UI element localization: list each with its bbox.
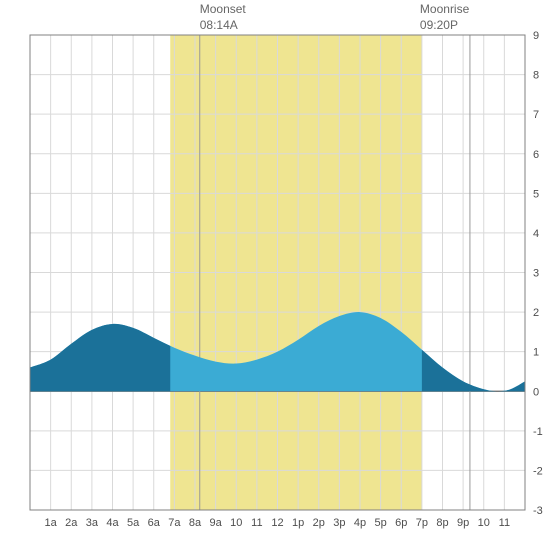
chart-svg: 1a2a3a4a5a6a7a8a9a1011121p2p3p4p5p6p7p8p… [0, 0, 550, 550]
moonrise-label: Moonrise 09:20P [420, 2, 469, 33]
x-axis-labels: 1a 2a 3a 4a 5a 6a 7a 8a 9a 10 11 12 1p 2p 3p 4p 5p 6p 7p 8p… [45, 517, 511, 529]
y-tick-label: 7 [533, 109, 539, 121]
y-tick-label: 8 [533, 70, 539, 82]
y-tick-label: 2 [533, 307, 539, 319]
x-tick-label: 8a [189, 517, 202, 529]
moonset-label: Moonset 08:14A [200, 2, 246, 33]
y-tick-label: 4 [533, 228, 539, 240]
x-tick-label: 5a [127, 517, 140, 529]
x-tick-label: 4p [354, 517, 366, 529]
x-tick-label: 1p [292, 517, 304, 529]
x-tick-label: 5p [375, 517, 387, 529]
moonrise-time: 09:20P [420, 18, 469, 34]
x-tick-label: 2p [313, 517, 325, 529]
moonset-time: 08:14A [200, 18, 246, 34]
y-tick-label: 3 [533, 268, 539, 280]
x-tick-label: 2a [65, 517, 78, 529]
x-tick-label: 4a [106, 517, 119, 529]
tide-chart: Moonset 08:14A Moonrise 09:20P 1a 2a 3a 4a 5… [0, 0, 550, 550]
x-tick-label: 6a [148, 517, 161, 529]
y-tick-label: 9 [533, 30, 539, 42]
x-tick-label: 12 [271, 517, 283, 529]
x-tick-label: 8p [436, 517, 448, 529]
x-tick-label: 6p [395, 517, 407, 529]
y-tick-label: -3 [533, 505, 543, 517]
x-tick-label: 7a [168, 517, 181, 529]
y-tick-label: 1 [533, 347, 539, 359]
x-tick-label: 3p [333, 517, 345, 529]
x-tick-label: 3a [86, 517, 99, 529]
x-tick-label: 11 [499, 517, 510, 529]
moonset-title: Moonset [200, 2, 246, 18]
y-tick-label: 5 [533, 188, 539, 200]
moonrise-title: Moonrise [420, 2, 469, 18]
x-tick-label: 9p [457, 517, 469, 529]
x-tick-label: 1a [45, 517, 58, 529]
y-tick-label: -1 [533, 426, 543, 438]
x-tick-label: 9a [210, 517, 223, 529]
y-tick-label: 0 [533, 386, 539, 398]
y-tick-label: 6 [533, 149, 539, 161]
x-tick-label: 10 [230, 517, 242, 529]
x-tick-label: 10 [478, 517, 490, 529]
x-tick-label: 7p [416, 517, 428, 529]
x-tick-label: 11 [251, 517, 262, 529]
y-tick-label: -2 [533, 465, 543, 477]
